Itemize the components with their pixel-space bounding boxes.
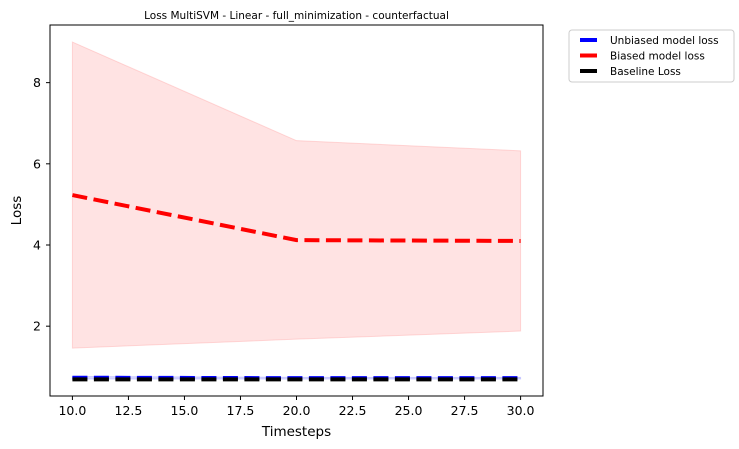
y-tick-label: 6	[33, 156, 41, 171]
y-axis-ticks: 2 4 6 8	[33, 75, 50, 334]
x-tick-label: 10.0	[58, 403, 86, 418]
x-tick-label: 20.0	[283, 403, 311, 418]
x-tick-label: 17.5	[227, 403, 255, 418]
x-axis-ticks: 10.0 12.5 15.0 17.5 20.0 22.5 25.0 27.5 30.0	[58, 396, 534, 418]
x-tick-label: 22.5	[339, 403, 367, 418]
legend: Unbiased model loss Biased model loss Base…	[569, 30, 734, 82]
y-axis-label: Loss	[9, 196, 25, 226]
x-tick-label: 30.0	[507, 403, 535, 418]
x-tick-label: 25.0	[395, 403, 423, 418]
x-tick-label: 15.0	[171, 403, 199, 418]
y-tick-label: 8	[33, 75, 41, 90]
y-tick-label: 2	[33, 319, 41, 334]
x-tick-label: 27.5	[451, 403, 479, 418]
baseline-loss-legend-label: Baseline Loss	[610, 66, 681, 78]
chart-title: Loss MultiSVM - Linear - full_minimizati…	[144, 10, 449, 22]
x-axis-label: Timesteps	[261, 424, 331, 440]
y-tick-label: 4	[33, 238, 41, 253]
biased-model-loss-legend-label: Biased model loss	[610, 51, 705, 63]
unbiased-model-loss-legend-label: Unbiased model loss	[610, 35, 719, 47]
x-tick-label: 12.5	[115, 403, 143, 418]
biased-model-loss-band	[72, 42, 520, 348]
